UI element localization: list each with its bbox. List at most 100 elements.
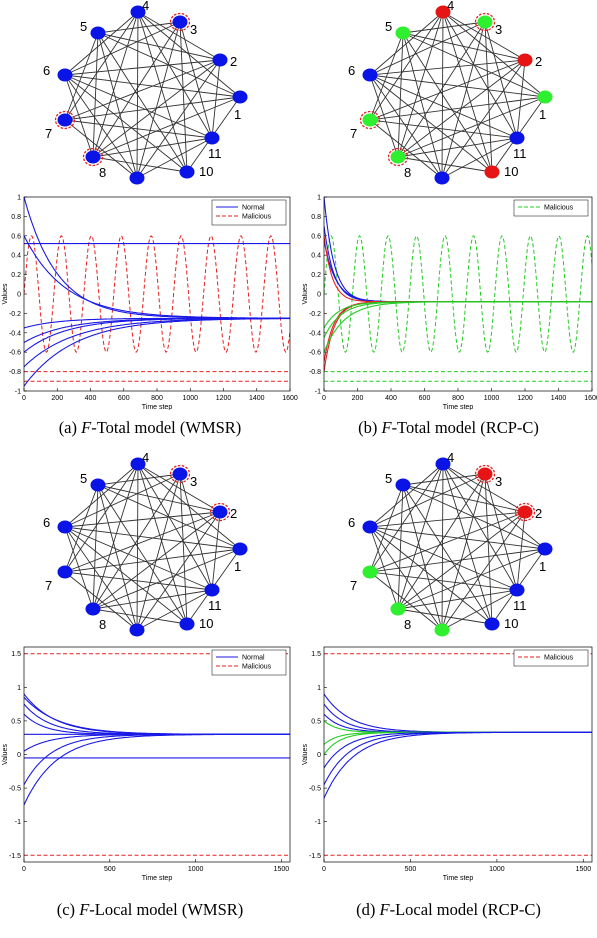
graph-node-7 bbox=[57, 565, 73, 579]
node-label-5: 5 bbox=[385, 471, 392, 486]
network-graph-c: 1234567891011 bbox=[43, 452, 248, 637]
line-chart-a: 0 200 400 600 800 1000 1200 1400 1600 1 0.8 0.6 0.4 0… bbox=[2, 195, 298, 411]
graph-node-2 bbox=[517, 505, 533, 519]
legend-box bbox=[211, 649, 287, 676]
graph-edge bbox=[369, 511, 526, 573]
graph-edge bbox=[137, 11, 188, 173]
graph-edge bbox=[92, 156, 188, 173]
node-label-1: 1 bbox=[539, 107, 546, 122]
graph-edge bbox=[179, 21, 188, 173]
graph-edge bbox=[484, 21, 518, 139]
graph-edge bbox=[179, 473, 213, 591]
node-label-1: 1 bbox=[234, 107, 241, 122]
node-label-10: 10 bbox=[504, 164, 518, 179]
graph-edge bbox=[211, 59, 221, 139]
x-tick-label: 1000 bbox=[188, 866, 204, 873]
node-label-6: 6 bbox=[348, 63, 355, 78]
line-chart-d: 0 500 1000 1500 1.5 1 0.5 0 -0.5 -1 -1.5 Time step V… bbox=[302, 646, 593, 882]
graph-edge bbox=[369, 119, 443, 179]
y-tick-label: -0.2 bbox=[309, 311, 321, 318]
x-tick-label: 1000 bbox=[489, 866, 505, 873]
graph-edge bbox=[64, 526, 213, 591]
y-tick-label: -0.4 bbox=[309, 330, 321, 337]
line-chart-b: 0 200 400 600 800 1000 1200 1400 1600 1 0.8 0.6 0.4 0… bbox=[302, 195, 597, 411]
graph-edge bbox=[441, 511, 526, 631]
graph-edge bbox=[402, 484, 526, 513]
graph-node-5 bbox=[395, 26, 411, 40]
y-tick-label: -1 bbox=[15, 819, 21, 826]
caption-c: (c) F-Local model (WMSR) bbox=[56, 900, 244, 919]
x-tick-label: 1500 bbox=[274, 866, 290, 873]
graph-node-8 bbox=[390, 602, 406, 616]
normal-series-line bbox=[324, 301, 592, 353]
graph-edge bbox=[369, 526, 546, 550]
graph-edge bbox=[369, 21, 486, 76]
graph-edge bbox=[369, 571, 443, 631]
graph-edge bbox=[442, 463, 526, 513]
graph-node-10 bbox=[179, 617, 195, 631]
y-tick-label: -0.6 bbox=[9, 350, 21, 357]
graph-edge bbox=[369, 74, 518, 139]
normal-series-line bbox=[24, 703, 290, 735]
node-label-7: 7 bbox=[45, 578, 52, 593]
graph-edge bbox=[397, 484, 404, 610]
y-tick-label: -1.5 bbox=[309, 853, 321, 860]
legend-box bbox=[513, 199, 589, 217]
graph-node-11 bbox=[509, 583, 525, 597]
graph-edge bbox=[369, 11, 444, 121]
caption-b: (b) F-Total model (RCP-C) bbox=[358, 418, 539, 437]
graph-edge bbox=[64, 59, 221, 121]
graph-edge bbox=[442, 11, 493, 173]
normal-series-line bbox=[324, 301, 592, 329]
network-graph-a: 1234567891011 bbox=[43, 0, 248, 185]
graph-node-6 bbox=[362, 68, 378, 82]
y-tick-label: 0.6 bbox=[311, 233, 321, 240]
line-chart-c: 0 500 1000 1500 1.5 1 0.5 0 -0.5 -1 -1.5 Time step V… bbox=[2, 646, 291, 882]
normal-series-line bbox=[24, 317, 290, 368]
graph-edge bbox=[136, 511, 221, 631]
graph-edge bbox=[369, 119, 518, 139]
x-tick-label: 800 bbox=[151, 395, 163, 402]
graph-edge bbox=[369, 463, 444, 573]
graph-node-3 bbox=[172, 467, 188, 481]
graph-edge bbox=[369, 511, 526, 528]
graph-edge bbox=[442, 11, 526, 61]
y-tick-label: 0.8 bbox=[11, 214, 21, 221]
x-tick-label: 1200 bbox=[517, 395, 533, 402]
x-tick-label: 500 bbox=[405, 866, 417, 873]
graph-edge bbox=[97, 21, 181, 34]
graph-edge bbox=[441, 59, 526, 179]
y-tick-label: 1 bbox=[17, 685, 21, 692]
graph-edge bbox=[397, 137, 518, 158]
y-tick-label: 1 bbox=[17, 195, 21, 202]
x-tick-label: 1400 bbox=[249, 395, 265, 402]
x-tick-label: 400 bbox=[85, 395, 97, 402]
graph-node-2 bbox=[212, 53, 228, 67]
malicious-ring bbox=[169, 464, 191, 484]
graph-node-5 bbox=[395, 478, 411, 492]
graph-edge bbox=[136, 21, 181, 179]
node-label-2: 2 bbox=[230, 506, 237, 521]
graph-edge bbox=[484, 473, 518, 591]
y-tick-label: -0.6 bbox=[309, 350, 321, 357]
graph-edge bbox=[397, 32, 404, 158]
plot-frame bbox=[323, 196, 593, 392]
graph-edge bbox=[92, 589, 213, 610]
node-label-1: 1 bbox=[234, 559, 241, 574]
graph-edge bbox=[92, 137, 213, 158]
graph-edge bbox=[369, 74, 399, 158]
node-label-4: 4 bbox=[142, 452, 149, 465]
x-axis-label: Time step bbox=[443, 875, 474, 882]
graph-edge bbox=[137, 11, 213, 139]
x-tick-label: 1200 bbox=[216, 395, 232, 402]
malicious-ring bbox=[514, 502, 536, 522]
graph-edges bbox=[64, 463, 241, 631]
y-tick-label: 0.2 bbox=[11, 272, 21, 279]
legend-entry: Malicious bbox=[544, 655, 574, 662]
x-tick-label: 200 bbox=[352, 395, 364, 402]
graph-edge bbox=[397, 463, 444, 610]
x-axis-label: Time step bbox=[443, 404, 474, 410]
graph-edge bbox=[97, 32, 188, 173]
caption-d: (d) F-Local model (RCP-C) bbox=[356, 900, 541, 919]
graph-edge bbox=[369, 484, 404, 573]
